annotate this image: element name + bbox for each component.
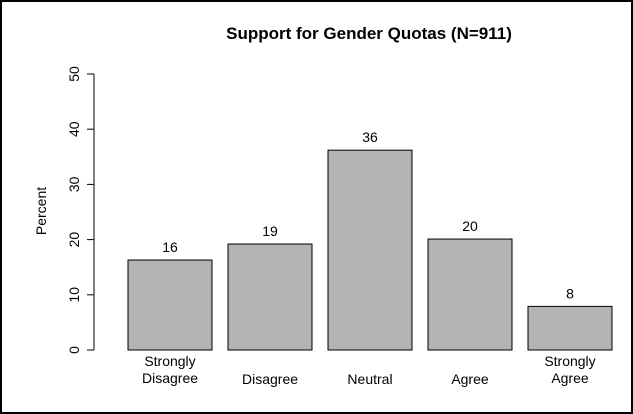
bars <box>127 149 613 351</box>
data-label: 36 <box>362 129 378 145</box>
y-tick-label: 10 <box>66 287 82 303</box>
bar <box>327 149 413 351</box>
chart-title: Support for Gender Quotas (N=911) <box>226 24 512 43</box>
x-tick-label: Strongly <box>144 353 195 369</box>
y-axis-label: Percent <box>33 187 49 235</box>
x-tick-label: Neutral <box>347 371 392 387</box>
bar <box>427 238 513 351</box>
data-label: 16 <box>162 239 178 255</box>
y-tick-label: 20 <box>66 232 82 248</box>
y-tick-label: 30 <box>66 176 82 192</box>
data-label: 20 <box>462 218 478 234</box>
y-axis: 0 10 20 30 40 50 <box>66 66 95 354</box>
y-tick-label: 40 <box>66 121 82 137</box>
data-labels: 16 19 36 20 8 <box>162 129 574 301</box>
x-tick-label: Strongly <box>544 353 595 369</box>
data-label: 19 <box>262 223 278 239</box>
x-tick-label: Disagree <box>142 370 198 386</box>
bar <box>127 259 213 351</box>
x-tick-label: Agree <box>451 371 489 387</box>
data-label: 8 <box>566 285 574 301</box>
bar <box>227 243 313 351</box>
y-tick-label: 0 <box>66 346 82 354</box>
x-tick-label: Agree <box>551 370 589 386</box>
y-tick-label: 50 <box>66 66 82 82</box>
x-tick-label: Disagree <box>242 371 298 387</box>
bar <box>527 305 613 351</box>
